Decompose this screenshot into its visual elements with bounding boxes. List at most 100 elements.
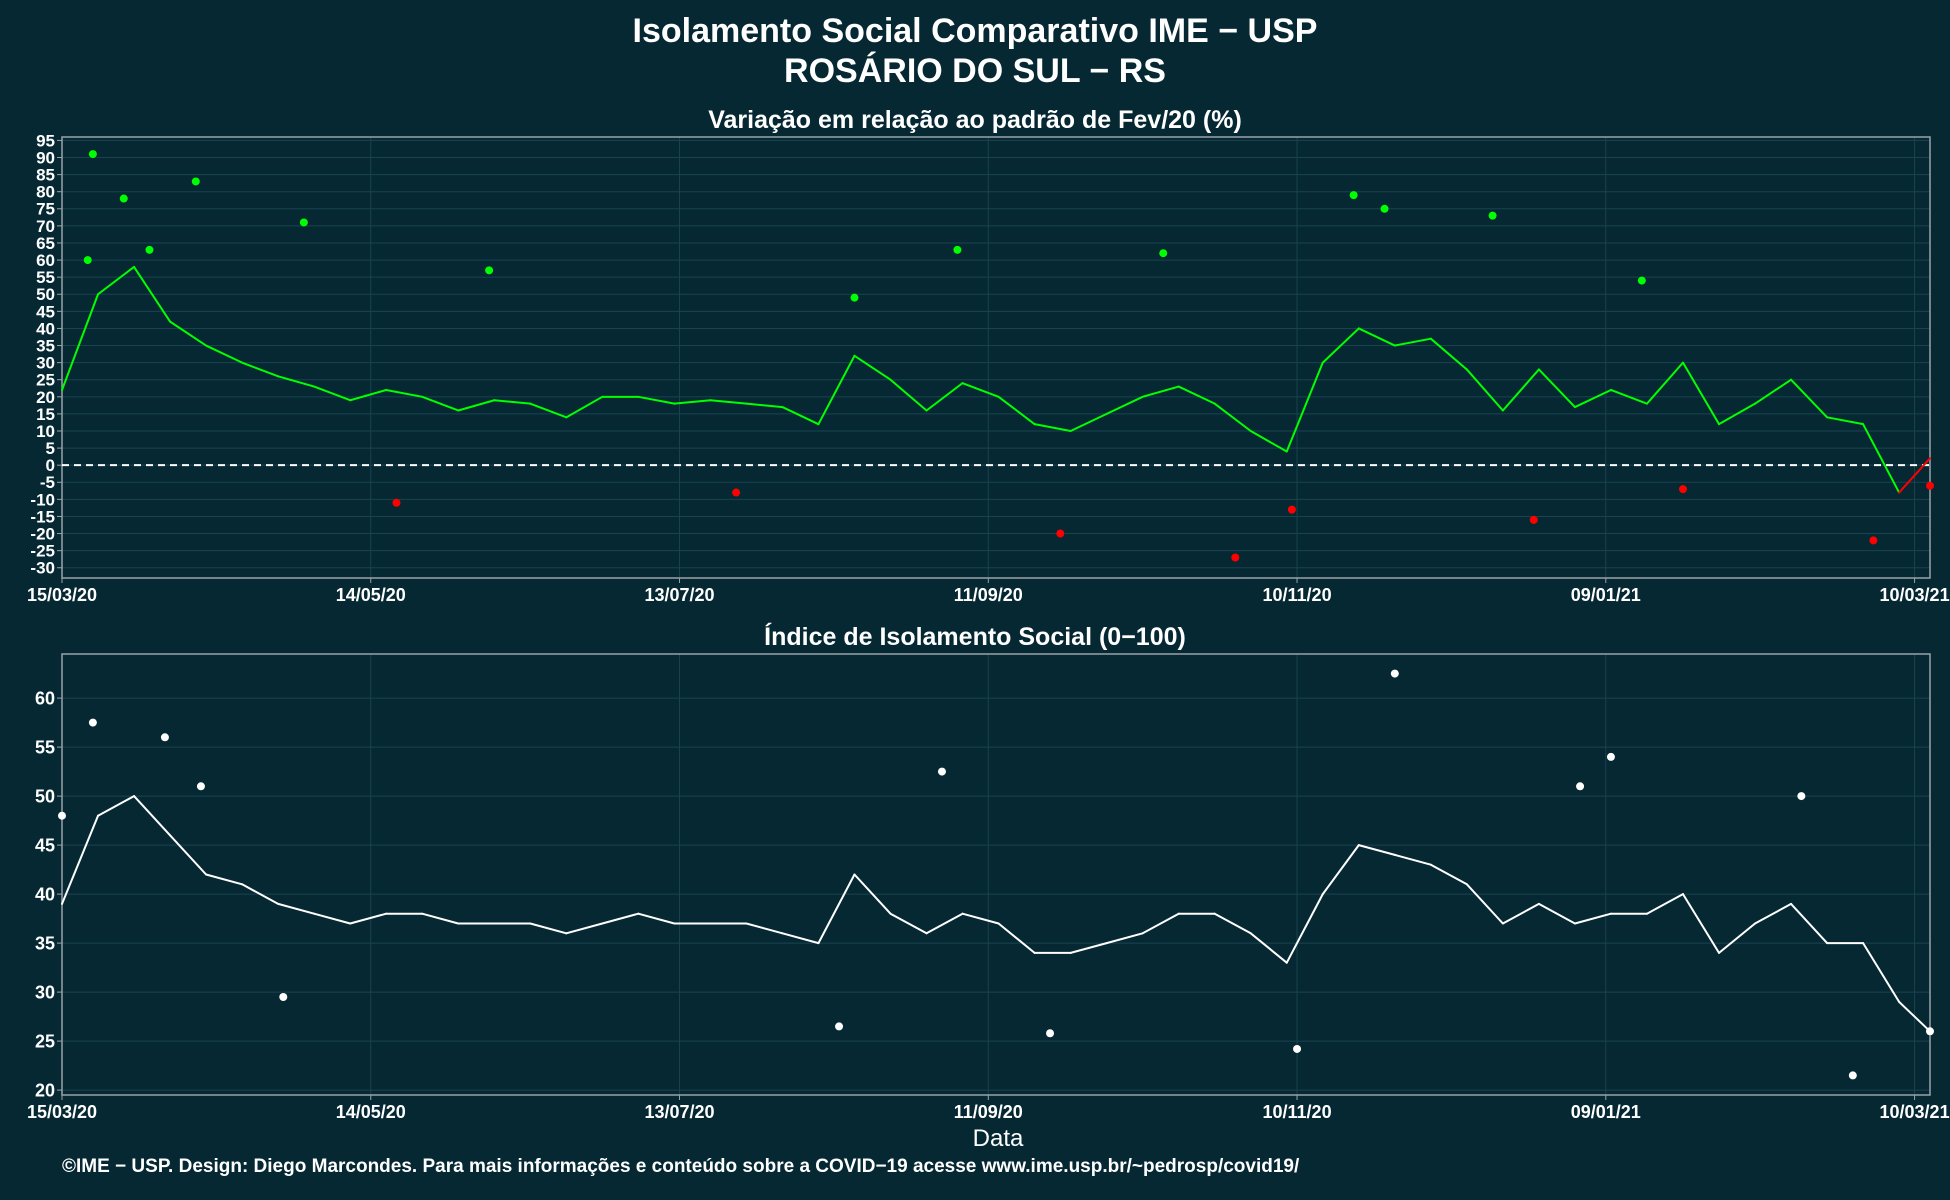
y-tick-label: 30 [35, 982, 55, 1002]
data-point [1606, 752, 1615, 761]
y-tick-label: 45 [36, 302, 55, 321]
y-tick-label: 70 [36, 217, 55, 236]
data-point [1056, 529, 1065, 538]
moving-average-segment [1537, 902, 1576, 925]
data-point [160, 733, 169, 742]
moving-average-segment [889, 912, 928, 935]
data-point [119, 194, 128, 203]
moving-average-segment [205, 873, 244, 886]
data-point [1349, 191, 1358, 200]
y-tick-label: -10 [30, 490, 55, 509]
data-point [1797, 792, 1806, 801]
y-tick-label: 25 [36, 371, 55, 390]
moving-average-segment [97, 795, 136, 817]
data-point [392, 498, 401, 507]
data-point [1678, 485, 1687, 494]
moving-average-segment [1213, 912, 1252, 935]
y-tick-label: 80 [36, 183, 55, 202]
y-tick-label: 20 [35, 1080, 55, 1100]
moving-average-segment [1393, 337, 1432, 347]
data-point [1848, 1071, 1857, 1080]
y-tick-label: 95 [36, 131, 55, 150]
moving-average-segment [745, 922, 784, 935]
data-point [1576, 782, 1585, 791]
moving-average-segment [1285, 361, 1324, 453]
y-tick-label: 45 [35, 835, 55, 855]
data-point [1046, 1029, 1055, 1038]
data-point [1287, 505, 1296, 514]
moving-average-segment [565, 922, 604, 935]
moving-average-segment [1393, 853, 1432, 866]
y-tick-label: 50 [36, 285, 55, 304]
y-tick-label: 40 [36, 319, 55, 338]
x-tick-label: 09/01/21 [1571, 1102, 1641, 1122]
data-point [1159, 249, 1168, 258]
x-tick-label: 13/07/20 [644, 1102, 714, 1122]
y-tick-label: -15 [30, 507, 55, 526]
moving-average-segment [709, 399, 748, 405]
y-tick-label: -30 [30, 559, 55, 578]
moving-average-segment [1213, 402, 1252, 432]
moving-average-segment [241, 883, 280, 905]
y-tick-label: 15 [36, 405, 55, 424]
data-point [1869, 536, 1878, 545]
moving-average-segment [673, 399, 712, 405]
data-point [1488, 211, 1497, 220]
moving-average-segment [1321, 844, 1360, 896]
moving-average-segment [1249, 430, 1288, 453]
moving-average-segment [1681, 893, 1721, 954]
moving-average-segment [997, 395, 1036, 426]
moving-average-segment [1754, 378, 1793, 405]
moving-average-segment [1790, 902, 1829, 945]
y-tick-label: 75 [36, 200, 55, 219]
moving-average-segment [349, 912, 388, 925]
data-point [732, 488, 741, 497]
moving-average-segment [1862, 423, 1901, 494]
x-tick-label: 14/05/20 [336, 1102, 406, 1122]
moving-average-segment [1429, 863, 1468, 886]
data-point [1380, 204, 1389, 213]
moving-average-segment [1681, 361, 1721, 426]
main-title: Isolamento Social Comparativo IME − USP [632, 12, 1318, 50]
plot-frame [61, 136, 1931, 579]
data-point [1926, 1027, 1934, 1036]
x-tick-label: 09/01/21 [1571, 585, 1641, 605]
y-tick-label: -25 [30, 542, 55, 561]
data-point [485, 266, 494, 275]
moving-average-segment [133, 265, 172, 323]
data-point [850, 293, 859, 302]
data-point [145, 245, 154, 254]
y-tick-label: -20 [30, 525, 55, 544]
moving-average-segment [97, 265, 136, 296]
chart-title: Índice de Isolamento Social (0−100) [764, 622, 1186, 651]
x-tick-label: 11/09/20 [954, 1102, 1023, 1122]
moving-average-segment [277, 902, 316, 915]
variation-chart: Variação em relação ao padrão de Fev/20 … [27, 106, 1950, 605]
data-point [1637, 276, 1646, 285]
moving-average-segment [601, 912, 640, 925]
moving-average-segment [1862, 942, 1901, 1003]
moving-average-segment [385, 388, 424, 398]
moving-average-segment [61, 814, 100, 905]
moving-average-segment [529, 402, 568, 419]
moving-average-segment [1645, 893, 1684, 915]
moving-average-segment [169, 834, 208, 876]
moving-average-segment [1537, 368, 1576, 409]
moving-average-segment [817, 873, 856, 945]
moving-average-segment [313, 385, 352, 402]
y-tick-label: 50 [35, 786, 55, 806]
moving-average-segment [1033, 423, 1072, 432]
moving-average-segment [1429, 337, 1468, 371]
moving-average-segment [1177, 385, 1216, 405]
moving-average-segment [1357, 844, 1396, 856]
data-point [1293, 1044, 1302, 1053]
moving-average-segment [1573, 912, 1612, 925]
moving-average-segment [1465, 368, 1504, 412]
y-tick-label: 35 [35, 933, 55, 953]
moving-average-segment [925, 912, 964, 935]
data-point [1529, 515, 1538, 524]
x-tick-label: 10/03/21 [1880, 585, 1950, 605]
moving-average-segment [1465, 883, 1504, 925]
moving-average-segment [1718, 402, 1757, 426]
moving-average-segment [313, 912, 352, 925]
